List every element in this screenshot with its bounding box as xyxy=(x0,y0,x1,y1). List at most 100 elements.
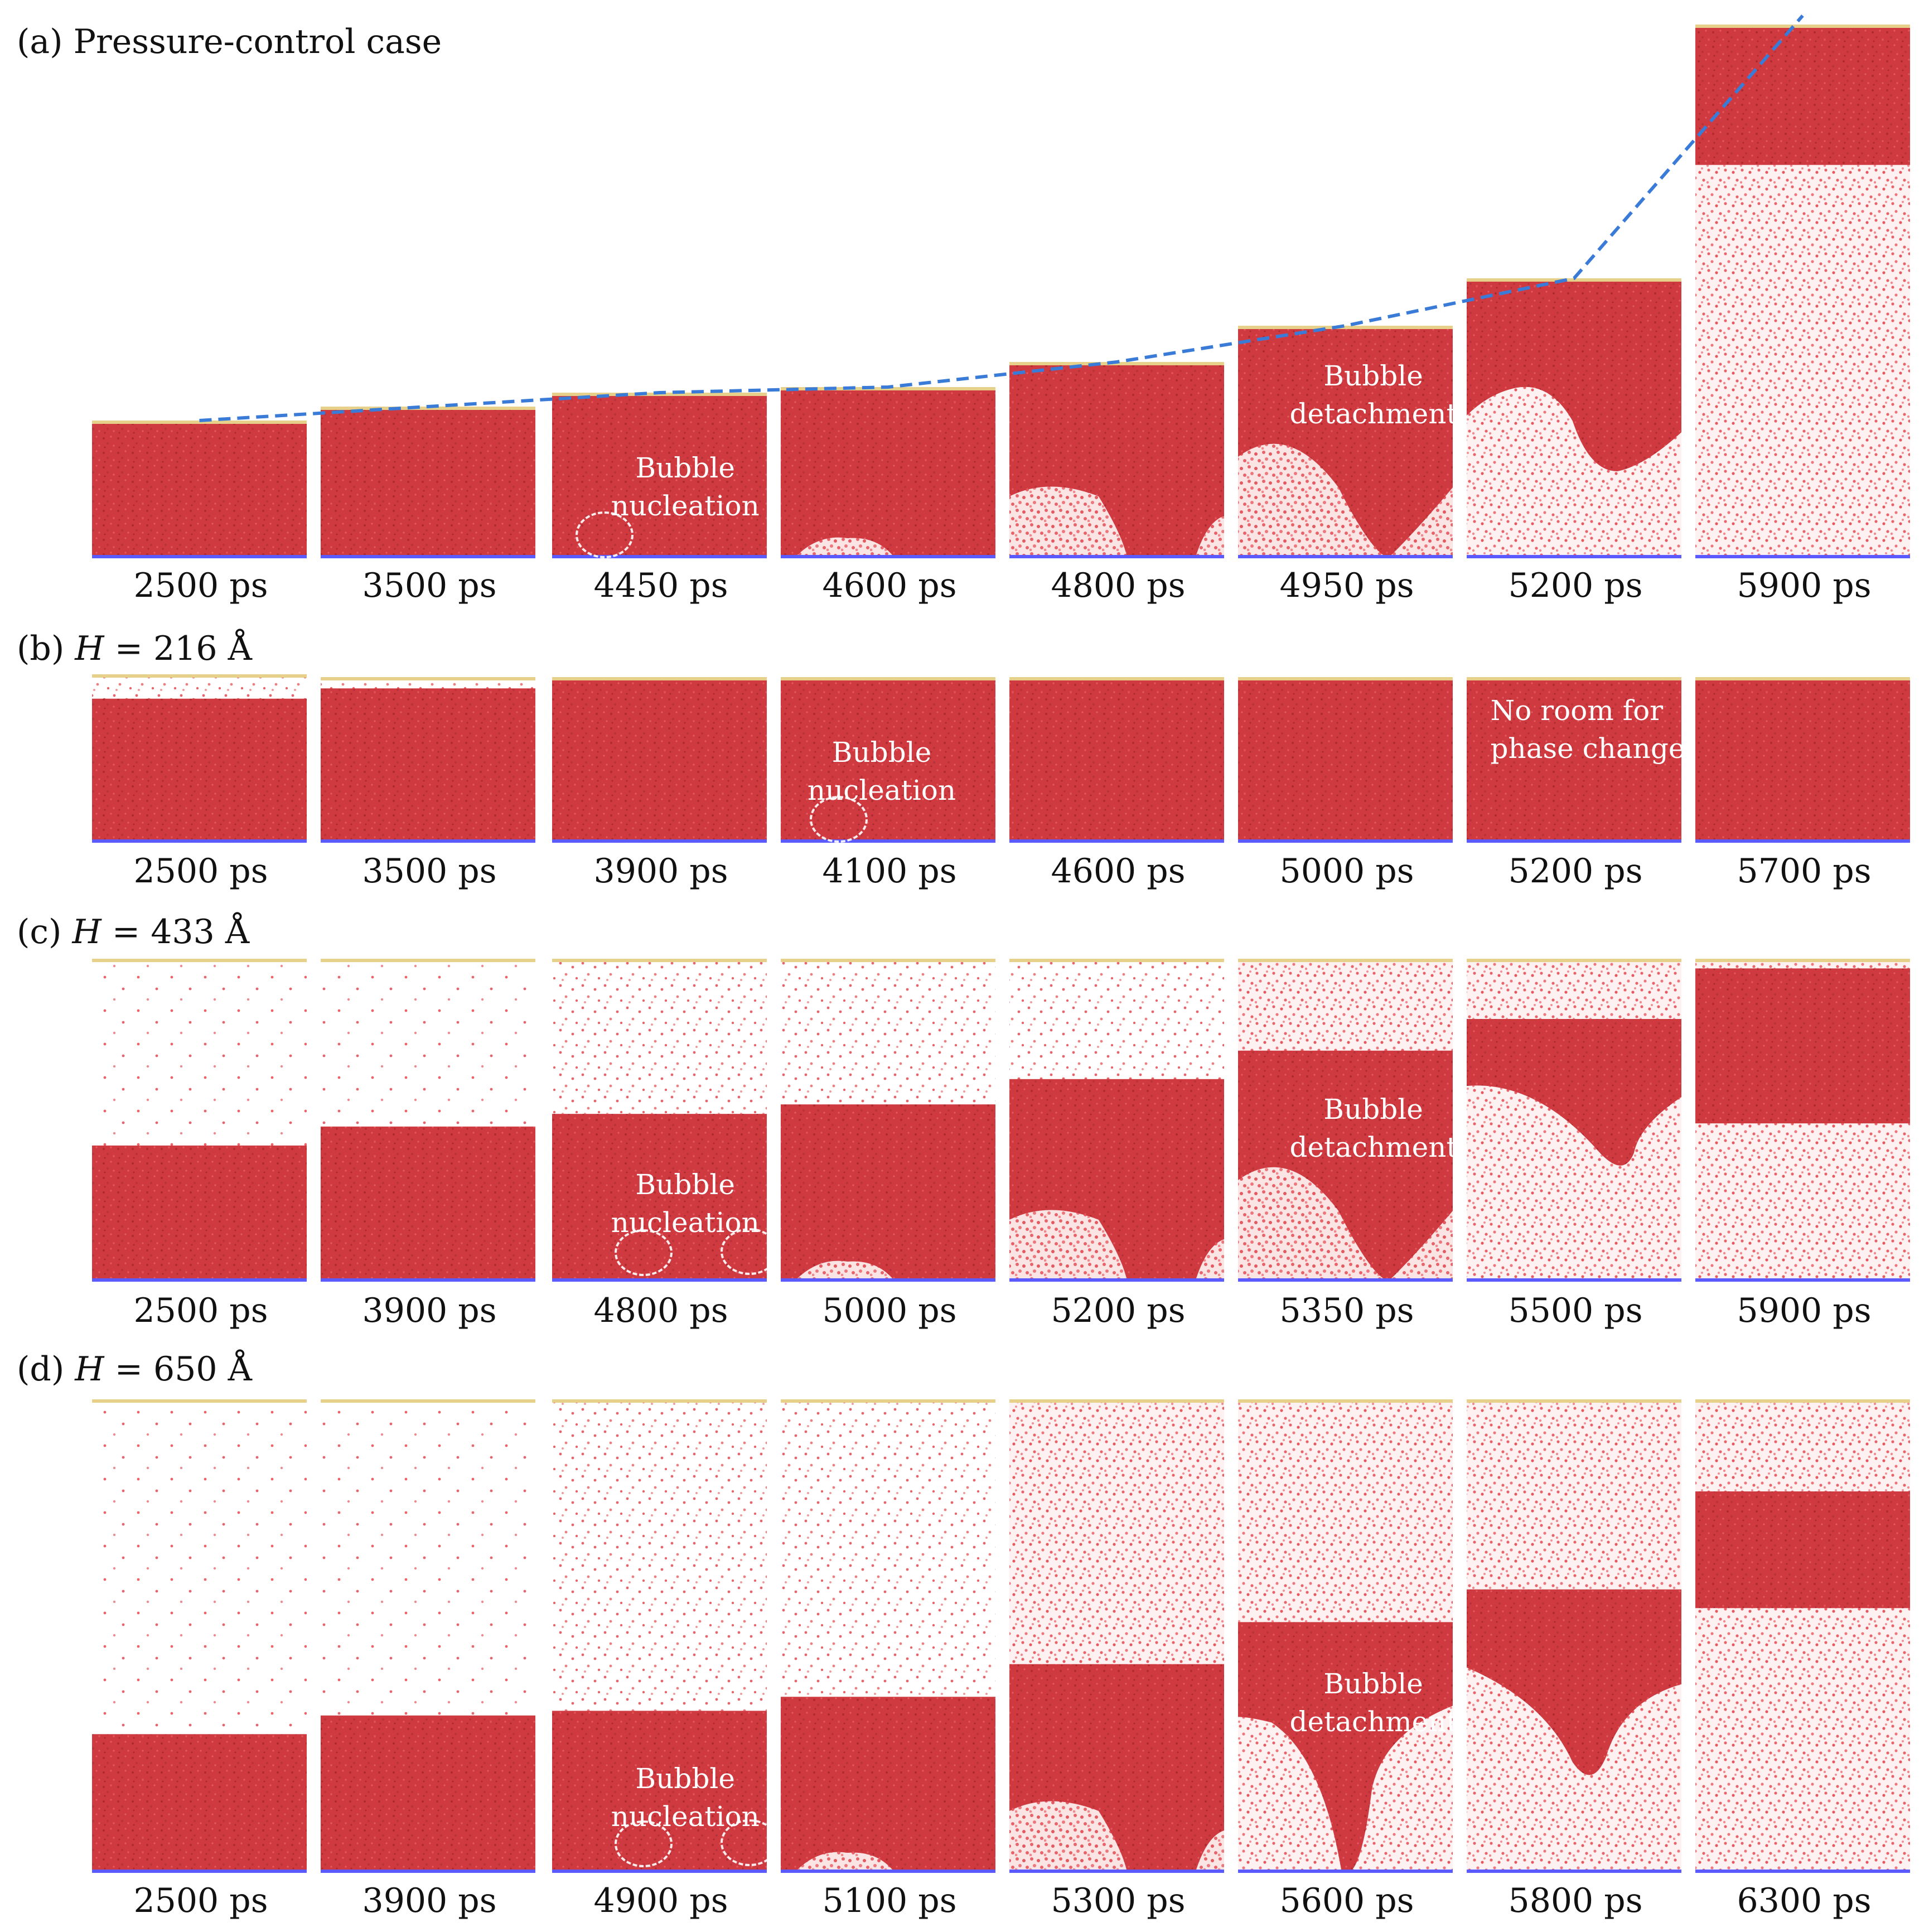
bottom-wall xyxy=(321,1870,535,1873)
bottom-wall xyxy=(92,555,307,558)
time-label: 5100 ps xyxy=(822,1881,957,1920)
top-wall xyxy=(552,1399,767,1403)
bottom-wall xyxy=(1009,839,1224,843)
annotation: Bubble nucleation xyxy=(602,1166,769,1242)
top-wall xyxy=(552,959,767,962)
top-wall xyxy=(1009,677,1224,680)
bottom-wall xyxy=(1695,1870,1910,1873)
time-label: 4800 ps xyxy=(1051,566,1186,605)
time-label: 4600 ps xyxy=(1051,852,1186,891)
liquid-slab xyxy=(92,1145,307,1278)
liquid-slab xyxy=(781,390,995,555)
time-label: 2500 ps xyxy=(133,852,268,891)
bottom-wall xyxy=(92,1870,307,1873)
bottom-wall xyxy=(1467,839,1681,843)
time-label: 4450 ps xyxy=(593,566,728,605)
nucleation-site-circle xyxy=(721,1228,779,1275)
liquid-slab xyxy=(1467,282,1681,471)
snapshot-panel xyxy=(552,1399,767,1873)
annotation: Bubble nucleation xyxy=(798,733,965,809)
height-value: = 650 Å xyxy=(104,1350,252,1389)
time-label: 5500 ps xyxy=(1508,1291,1643,1330)
liquid-slab xyxy=(1467,1019,1681,1166)
bottom-wall xyxy=(1695,555,1910,558)
top-wall xyxy=(1009,1399,1224,1403)
top-wall xyxy=(321,677,535,680)
snapshot-panel xyxy=(1695,1399,1910,1873)
top-wall xyxy=(1695,959,1910,962)
time-label: 5200 ps xyxy=(1508,852,1643,891)
annotation-line: nucleation xyxy=(611,490,760,522)
time-label: 5900 ps xyxy=(1737,1291,1872,1330)
snapshot-panel xyxy=(1467,959,1681,1282)
vapor-region xyxy=(1695,1403,1910,1870)
annotation: Bubble detachment xyxy=(1290,1090,1458,1166)
liquid-slab xyxy=(321,688,535,839)
liquid-slab xyxy=(1695,1491,1910,1609)
top-wall xyxy=(92,959,307,962)
snapshot-panel xyxy=(321,407,535,558)
time-label: 6300 ps xyxy=(1737,1881,1872,1920)
time-label: 3900 ps xyxy=(362,1291,497,1330)
annotation-line: Bubble xyxy=(831,736,932,769)
time-label: 5800 ps xyxy=(1508,1881,1643,1920)
snapshot-panel xyxy=(781,1399,995,1873)
bottom-wall xyxy=(321,839,535,843)
liquid-slab xyxy=(1467,1589,1681,1775)
time-label: 5350 ps xyxy=(1279,1291,1414,1330)
bottom-wall xyxy=(1695,1278,1910,1282)
height-variable: H xyxy=(75,1350,104,1389)
time-label: 3500 ps xyxy=(362,852,497,891)
bottom-wall xyxy=(552,1278,767,1282)
time-label: 2500 ps xyxy=(133,1291,268,1330)
liquid-slab xyxy=(92,698,307,839)
vapor-bubble xyxy=(797,1852,892,1870)
row-title-b: (b) H = 216 Å xyxy=(17,629,252,668)
liquid-slab xyxy=(552,680,767,839)
annotation: No room for phase change xyxy=(1490,692,1685,767)
bottom-wall xyxy=(552,555,767,558)
top-wall xyxy=(781,677,995,680)
time-label: 4100 ps xyxy=(822,852,957,891)
liquid-slab xyxy=(1009,680,1224,839)
bottom-wall xyxy=(552,839,767,843)
annotation: Bubble detachment xyxy=(1290,1665,1458,1741)
snapshot-panel xyxy=(92,421,307,558)
bottom-wall xyxy=(1238,555,1453,558)
top-wall xyxy=(1695,1399,1910,1403)
time-label: 2500 ps xyxy=(133,566,268,605)
snapshot-panel xyxy=(1238,326,1453,558)
row-title-d: (d) H = 650 Å xyxy=(17,1350,252,1389)
snapshot-panel xyxy=(1467,278,1681,558)
snapshot-panel xyxy=(92,959,307,1282)
bottom-wall xyxy=(781,1870,995,1873)
row-label: (b) xyxy=(17,629,75,668)
bottom-wall xyxy=(1467,1278,1681,1282)
annotation-line: No room for xyxy=(1490,694,1664,727)
snapshot-panel xyxy=(321,677,535,843)
nucleation-site-circle xyxy=(615,1229,673,1276)
time-label: 3900 ps xyxy=(362,1881,497,1920)
top-wall xyxy=(781,1399,995,1403)
bottom-wall xyxy=(92,839,307,843)
time-label: 5600 ps xyxy=(1279,1881,1414,1920)
snapshot-panel xyxy=(1695,677,1910,843)
time-label: 3500 ps xyxy=(362,566,497,605)
snapshot-panel xyxy=(781,959,995,1282)
nucleation-site-circle xyxy=(721,1819,779,1866)
vapor-bubble xyxy=(1238,443,1453,555)
top-wall xyxy=(321,959,535,962)
snapshot-panel xyxy=(1238,1399,1453,1873)
nucleation-site-circle xyxy=(615,1820,673,1867)
height-variable: H xyxy=(75,629,104,668)
nucleation-site-circle xyxy=(576,511,634,558)
annotation-line: Bubble xyxy=(635,1168,735,1201)
annotation: Bubble nucleation xyxy=(602,449,769,525)
annotation-line: detachment xyxy=(1289,398,1458,430)
bottom-wall xyxy=(321,555,535,558)
vapor-bubble xyxy=(797,1260,892,1278)
row-label: (c) xyxy=(17,912,72,951)
bottom-wall xyxy=(1467,555,1681,558)
time-label: 4950 ps xyxy=(1279,566,1414,605)
vapor-bubble xyxy=(797,537,892,555)
